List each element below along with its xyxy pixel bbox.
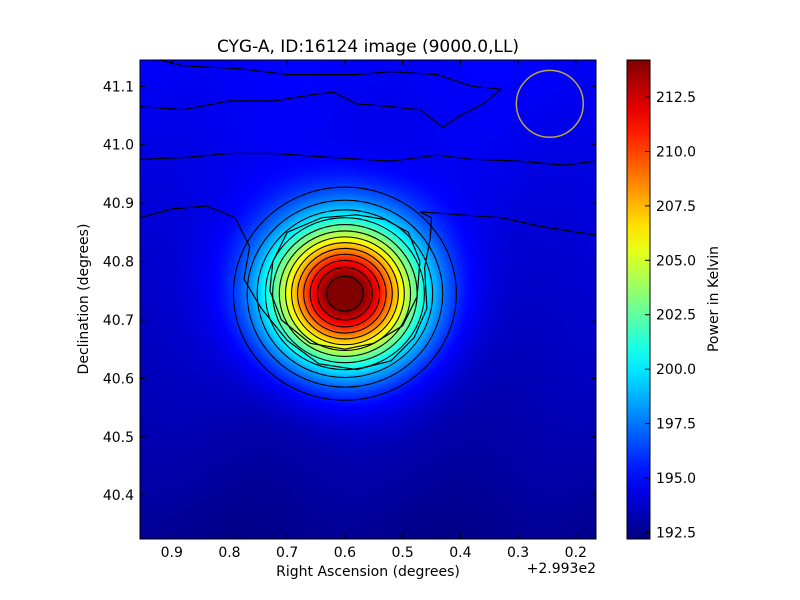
x-tick-label: 0.3: [507, 545, 529, 561]
contour-line: [232, 186, 457, 401]
contour-line: [246, 199, 444, 388]
y-tick-label: 40.6: [103, 371, 134, 387]
colorbar: [626, 59, 651, 540]
contour-line: [139, 205, 597, 371]
x-axis-label: Right Ascension (degrees): [276, 564, 460, 580]
contour-line: [264, 217, 425, 371]
x-tick-label: 0.2: [565, 545, 587, 561]
y-tick-label: 41.0: [103, 138, 134, 154]
colorbar-tick-label: 212.5: [656, 90, 696, 106]
y-tick-label: 40.7: [103, 313, 134, 329]
colorbar-tick-label: 197.5: [656, 417, 696, 433]
x-axis-ticks: 0.9 0.8 0.7 0.6 0.5 0.4 0.3 0.2: [161, 60, 587, 561]
contour-line: [326, 275, 364, 312]
x-tick-label: 0.8: [218, 545, 240, 561]
x-axis-offset: +2.993e2: [527, 561, 596, 577]
plot-area: [139, 59, 597, 540]
contour-line: [269, 214, 421, 350]
y-axis-label: Declination (degrees): [76, 224, 92, 375]
plot-frame: [139, 59, 597, 540]
colorbar-ticks: 192.5 195.0 197.5 200.0 202.5 205.0 207.5 210.0…: [645, 90, 696, 541]
x-tick-label: 0.5: [392, 545, 414, 561]
y-axis-ticks: 40.4 40.5 40.6 40.7 40.8 40.9 41.0 41.1: [103, 79, 596, 504]
colorbar-label: Power in Kelvin: [706, 246, 722, 352]
x-tick-label: 0.9: [161, 545, 183, 561]
x-tick-label: 0.6: [334, 545, 356, 561]
contour-line: [139, 152, 597, 166]
y-tick-label: 40.9: [103, 196, 134, 212]
colorbar-tick-label: 210.0: [656, 144, 696, 160]
colorbar-gradient: [626, 59, 651, 540]
contour-line: [297, 247, 393, 340]
colorbar-tick-label: 207.5: [656, 199, 696, 215]
colorbar-tick-label: 192.5: [656, 525, 696, 541]
heatmap-image: [140, 60, 596, 539]
y-tick-label: 41.1: [103, 79, 134, 95]
y-tick-label: 40.5: [103, 430, 134, 446]
colorbar-tick-label: 205.0: [656, 253, 696, 269]
contour-line: [139, 59, 503, 128]
chart-title: CYG-A, ID:16124 image (9000.0,LL): [217, 37, 519, 57]
x-tick-label: 0.7: [276, 545, 298, 561]
contour-line: [256, 209, 434, 379]
contour-line: [309, 259, 381, 328]
colorbar-tick-label: 202.5: [656, 308, 696, 324]
y-tick-label: 40.4: [103, 488, 134, 504]
contour-line: [316, 266, 373, 321]
contour-line: [290, 242, 399, 346]
contour-line: [278, 230, 412, 357]
contour-line: [303, 253, 387, 334]
x-tick-label: 0.4: [449, 545, 471, 561]
contour-line: [284, 236, 405, 351]
y-tick-label: 40.8: [103, 255, 134, 271]
colorbar-tick-label: 200.0: [656, 362, 696, 378]
beam-circle: [515, 69, 585, 139]
colorbar-tick-label: 195.0: [656, 471, 696, 487]
